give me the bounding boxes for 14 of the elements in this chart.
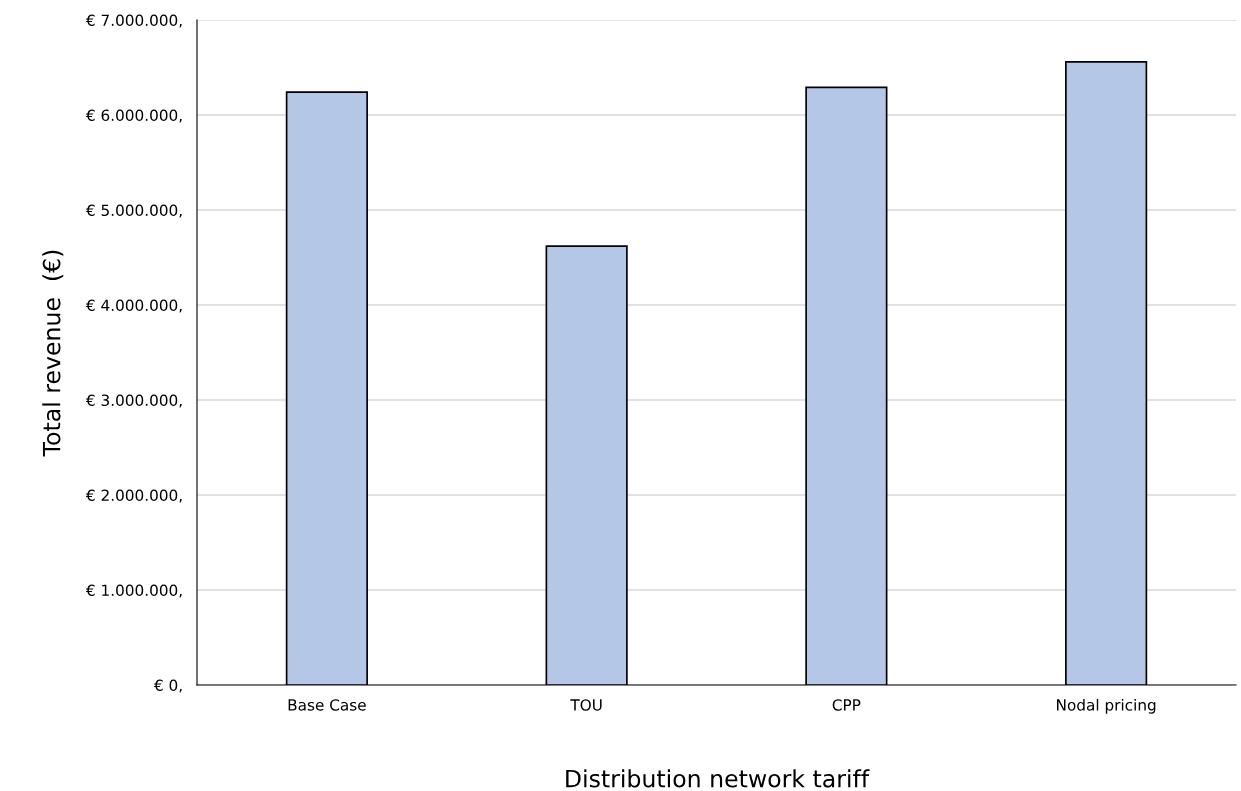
x-tick-label: TOU xyxy=(570,699,602,711)
x-axis-title: Distribution network tariff xyxy=(566,769,870,788)
y-tick-label: € 5.000.000, xyxy=(85,204,182,218)
x-tick-label: Base Case xyxy=(288,699,366,711)
y-tick-label: € 3.000.000, xyxy=(85,394,182,408)
y-tick-label: € 6.000.000, xyxy=(85,109,182,123)
y-tick-label: € 0, xyxy=(153,679,182,693)
y-tick-label: € 2.000.000, xyxy=(85,489,182,503)
y-tick-label: € 4.000.000, xyxy=(85,299,182,313)
x-tick-label: Nodal pricing xyxy=(1057,698,1156,714)
x-tick-label: CPP xyxy=(832,699,861,711)
y-tick-label: € 1.000.000, xyxy=(85,584,182,598)
y-axis-title: Total revenue (€) xyxy=(42,250,64,457)
y-tick-label: € 7.000.000, xyxy=(85,14,182,28)
